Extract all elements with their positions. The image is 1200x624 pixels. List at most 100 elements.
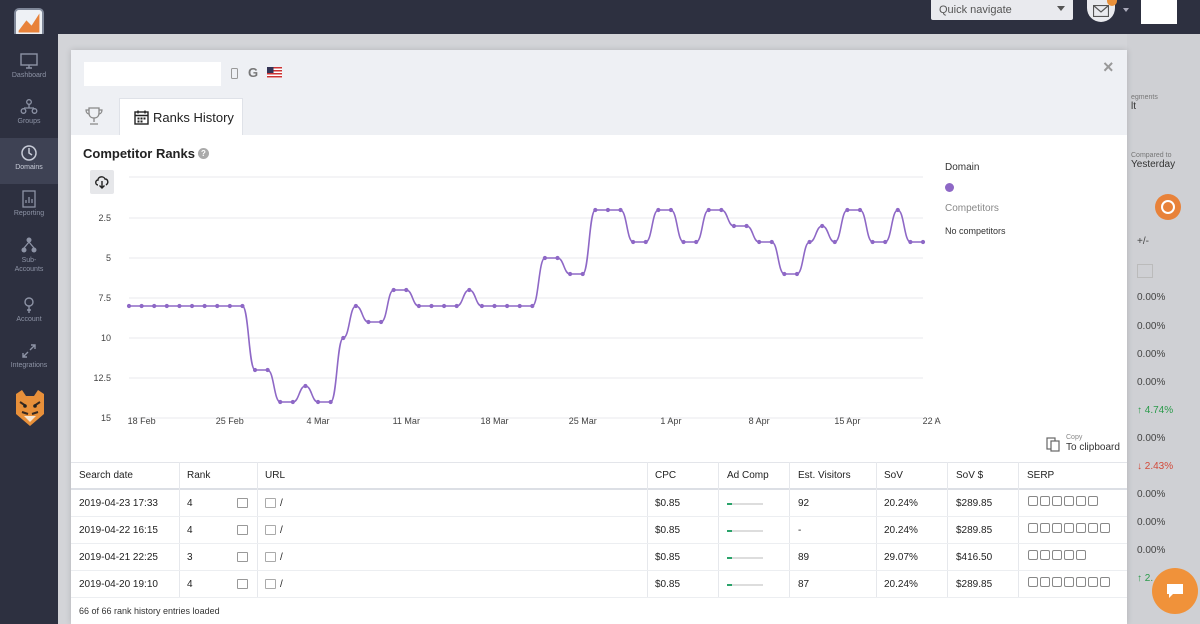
header-rank[interactable]: Rank [187, 470, 211, 481]
close-button[interactable]: × [1103, 57, 1114, 77]
data-point[interactable] [542, 255, 548, 261]
serp-feature-icon[interactable] [1028, 550, 1038, 560]
data-point[interactable] [378, 319, 384, 325]
data-point[interactable] [252, 367, 258, 373]
data-point[interactable] [353, 303, 358, 309]
refresh-icon[interactable] [1155, 194, 1181, 220]
data-point[interactable] [857, 207, 863, 213]
sidebar-item-groups[interactable]: Groups [0, 92, 58, 138]
help-icon[interactable]: ? [198, 148, 209, 159]
data-point[interactable] [920, 239, 926, 245]
serp-feature-icon[interactable] [1064, 550, 1074, 560]
data-point[interactable] [618, 207, 623, 213]
data-point[interactable] [681, 239, 686, 245]
serp-feature-icon[interactable] [1064, 523, 1074, 533]
header-est-visitors[interactable]: Est. Visitors [798, 470, 851, 481]
data-point[interactable] [908, 239, 913, 245]
serp-feature-icon[interactable] [1088, 577, 1098, 587]
data-point[interactable] [504, 303, 510, 309]
data-point[interactable] [744, 223, 749, 229]
table-row[interactable]: 2019-04-22 16:15 4 / $0.85 - 20.24% $289.85 [71, 517, 1127, 544]
data-point[interactable] [769, 239, 774, 245]
data-point[interactable] [706, 207, 711, 213]
screenshot-icon[interactable] [237, 525, 248, 535]
serp-feature-icon[interactable] [1040, 550, 1050, 560]
cell-url[interactable]: / [280, 579, 283, 590]
data-point[interactable] [694, 239, 699, 245]
data-point[interactable] [164, 303, 169, 309]
header-serp[interactable]: SERP [1027, 470, 1055, 481]
legend-domain-dot[interactable] [945, 183, 954, 192]
data-point[interactable] [870, 239, 875, 245]
data-point[interactable] [794, 271, 800, 277]
data-point[interactable] [731, 223, 737, 229]
data-point[interactable] [341, 335, 346, 341]
document-icon[interactable] [265, 498, 276, 508]
screenshot-icon[interactable] [237, 498, 248, 508]
serp-feature-icon[interactable] [1100, 523, 1110, 533]
sidebar-item-integrations[interactable]: Integrations [0, 336, 58, 382]
data-point[interactable] [668, 207, 674, 213]
serp-feature-icon[interactable] [1076, 550, 1086, 560]
header-cpc[interactable]: CPC [655, 470, 677, 481]
serp-feature-icon[interactable] [1040, 523, 1050, 533]
data-point[interactable] [719, 207, 724, 213]
header-sov-usd[interactable]: SoV $ [956, 470, 984, 481]
data-point[interactable] [845, 207, 850, 213]
tab-trophy-icon[interactable] [83, 105, 105, 127]
data-point[interactable] [227, 303, 232, 309]
data-point[interactable] [605, 207, 611, 213]
chevron-down-icon[interactable] [1123, 8, 1129, 12]
document-icon[interactable] [265, 579, 276, 589]
data-point[interactable] [240, 303, 245, 309]
data-point[interactable] [177, 303, 182, 309]
serp-feature-icon[interactable] [1076, 496, 1086, 506]
data-point[interactable] [555, 255, 560, 261]
serp-feature-icon[interactable] [1052, 577, 1062, 587]
table-row[interactable]: 2019-04-21 22:25 3 / $0.85 89 29.07% $416.50 [71, 544, 1127, 571]
data-point[interactable] [883, 239, 888, 245]
data-point[interactable] [807, 239, 812, 245]
data-point[interactable] [152, 303, 157, 309]
quick-navigate-select[interactable]: Quick navigate [931, 0, 1073, 20]
data-point[interactable] [593, 207, 598, 213]
document-icon[interactable] [265, 525, 276, 535]
data-point[interactable] [441, 303, 447, 309]
grid-icon[interactable] [1137, 264, 1153, 278]
data-point[interactable] [429, 303, 434, 309]
data-point[interactable] [454, 303, 459, 309]
cell-url[interactable]: / [280, 525, 283, 536]
chat-button[interactable] [1152, 568, 1198, 614]
sidebar-item-account[interactable]: Account [0, 290, 58, 336]
download-button[interactable] [90, 170, 114, 194]
data-point[interactable] [215, 303, 220, 309]
data-point[interactable] [139, 303, 144, 309]
segments-select[interactable]: egments lt [1131, 94, 1191, 128]
serp-feature-icon[interactable] [1040, 496, 1050, 506]
data-point[interactable] [202, 303, 207, 309]
table-row[interactable]: 2019-04-20 19:10 4 / $0.85 87 20.24% $289.85 [71, 571, 1127, 598]
serp-feature-icon[interactable] [1064, 577, 1074, 587]
serp-feature-icon[interactable] [1052, 496, 1062, 506]
header-search-date[interactable]: Search date [79, 470, 133, 481]
header-ad-comp[interactable]: Ad Comp [727, 470, 769, 481]
data-point[interactable] [391, 287, 396, 293]
data-point[interactable] [568, 271, 573, 277]
data-point[interactable] [492, 303, 497, 309]
sidebar-item-domains[interactable]: Domains [0, 138, 58, 184]
sidebar-item-reporting[interactable]: Reporting [0, 184, 58, 230]
mail-button[interactable] [1087, 0, 1115, 22]
data-point[interactable] [290, 399, 295, 405]
serp-feature-icon[interactable] [1088, 523, 1098, 533]
data-point[interactable] [126, 303, 132, 309]
data-point[interactable] [404, 287, 409, 293]
data-point[interactable] [656, 207, 661, 213]
serp-feature-icon[interactable] [1040, 577, 1050, 587]
data-point[interactable] [530, 303, 535, 309]
data-point[interactable] [467, 287, 472, 293]
data-point[interactable] [631, 239, 636, 245]
data-point[interactable] [643, 239, 648, 245]
serp-feature-icon[interactable] [1064, 496, 1074, 506]
serp-feature-icon[interactable] [1028, 577, 1038, 587]
table-row[interactable]: 2019-04-23 17:33 4 / $0.85 92 20.24% $289.85 [71, 490, 1127, 517]
